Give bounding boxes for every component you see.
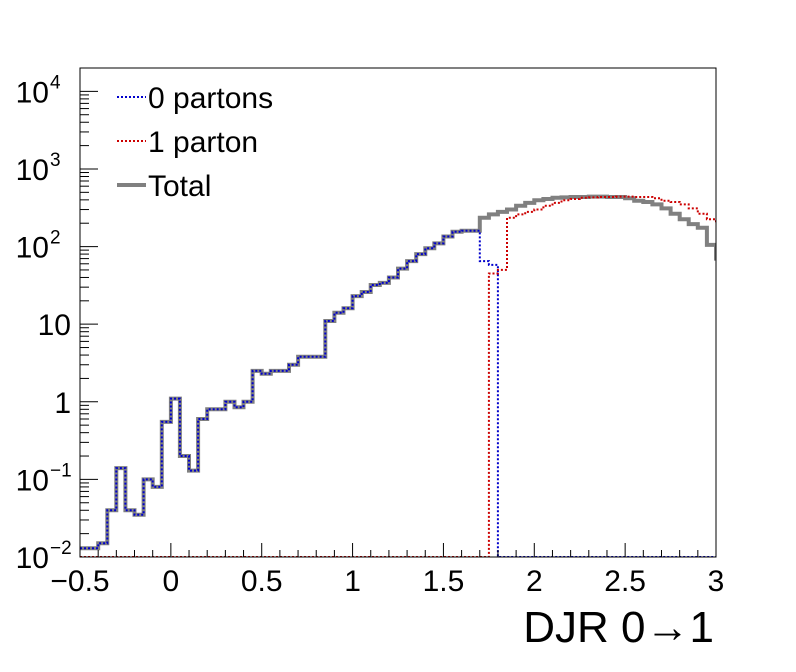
legend-label: 1 parton — [148, 126, 258, 159]
legend-label: 0 partons — [148, 82, 273, 115]
x-tick-label: 1 — [344, 565, 361, 598]
y-tick-label: 10 — [38, 309, 71, 342]
series-0-partons — [80, 229, 716, 557]
series-total — [80, 194, 716, 551]
x-tick-label: 2 — [526, 565, 543, 598]
y-tick-exponent: 3 — [50, 150, 61, 171]
y-tick-exponent: −2 — [50, 538, 72, 559]
y-tick-label: 1 — [54, 387, 71, 420]
series-layer — [80, 194, 716, 557]
series-1-parton — [80, 195, 716, 557]
plot-frame — [79, 67, 717, 558]
x-tick-label: 0.5 — [241, 565, 283, 598]
legend-label: Total — [148, 170, 211, 203]
x-tick-label: 0 — [163, 565, 180, 598]
x-tick-label: 3 — [708, 565, 725, 598]
legend: 0 partons 1 parton Total — [117, 82, 273, 203]
y-tick-label: 10 — [16, 232, 49, 265]
x-tick-label: 1.5 — [423, 565, 465, 598]
y-tick-exponent: −1 — [50, 460, 72, 481]
y-tick-label: 10 — [16, 464, 49, 497]
y-tick-label: 10 — [16, 154, 49, 187]
x-axis-label: DJR 0→1 — [523, 603, 714, 652]
y-tick-label: 10 — [16, 542, 49, 575]
y-tick-exponent: 4 — [50, 72, 61, 93]
y-tick-label: 10 — [16, 76, 49, 109]
x-tick-label: 2.5 — [604, 565, 646, 598]
x-tick-label: −0.5 — [50, 565, 109, 598]
y-tick-exponent: 2 — [50, 228, 61, 249]
